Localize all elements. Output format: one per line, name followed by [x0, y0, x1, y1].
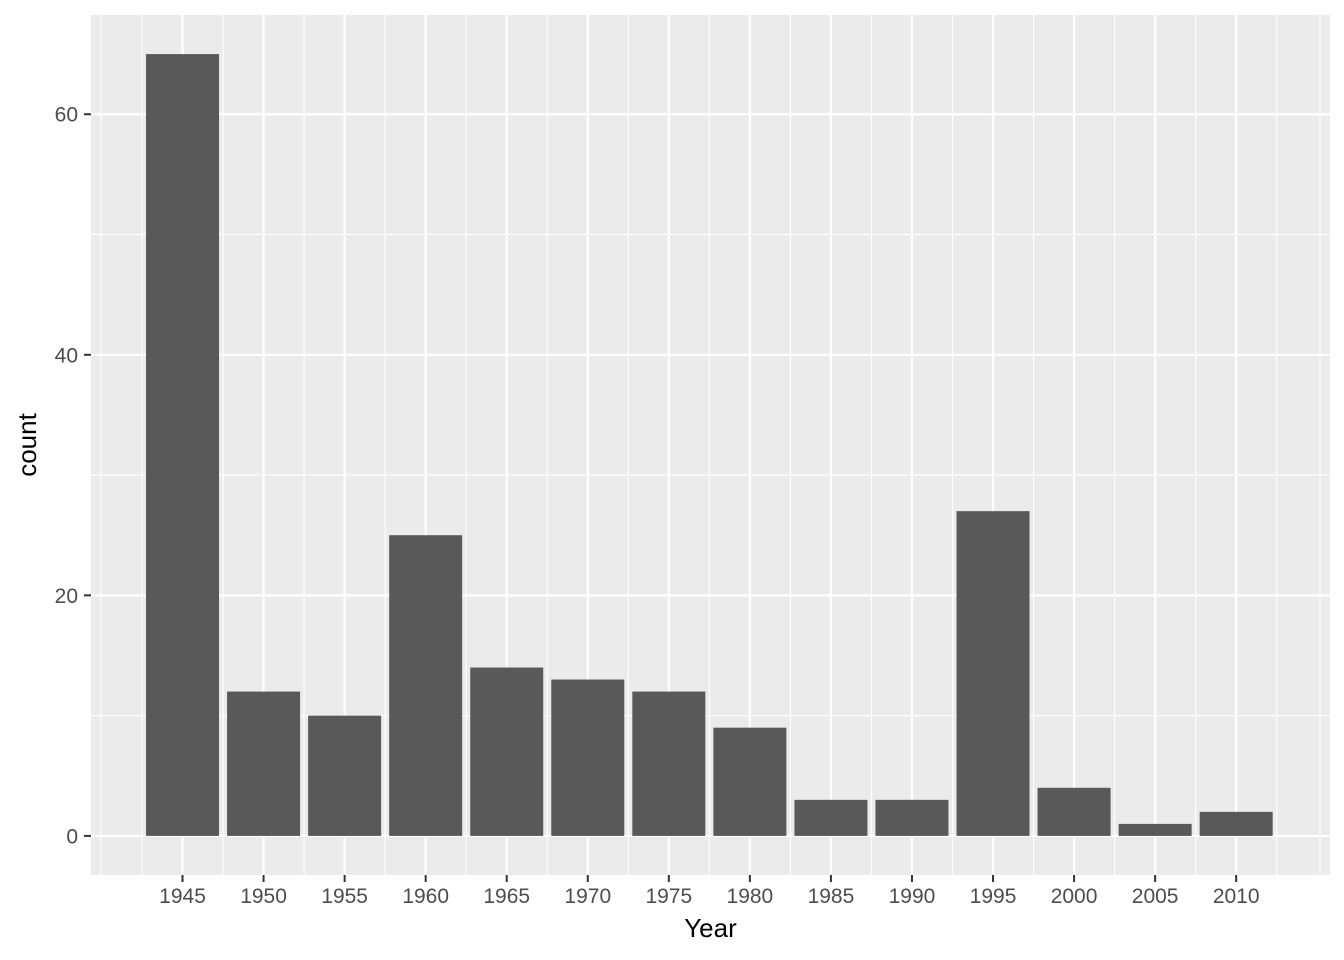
x-tick-label: 1960 — [402, 885, 449, 908]
y-tick-label: 60 — [55, 104, 78, 127]
bar — [956, 511, 1030, 836]
bar — [308, 715, 382, 836]
bar — [470, 667, 544, 836]
bars — [146, 54, 1273, 836]
bar — [389, 535, 463, 836]
y-tick-label: 20 — [55, 585, 78, 608]
bar — [1037, 787, 1111, 836]
x-tick-label: 1945 — [159, 885, 206, 908]
minor-gridlines — [91, 15, 1330, 875]
x-tick-label: 2000 — [1051, 885, 1098, 908]
bar — [794, 799, 868, 836]
bar — [632, 691, 706, 836]
x-tick-label: 1995 — [970, 885, 1017, 908]
x-axis-title: Year — [684, 913, 737, 943]
y-tick-label: 40 — [55, 344, 78, 367]
x-tick-label: 1955 — [321, 885, 368, 908]
bar — [713, 727, 787, 836]
bar — [551, 679, 625, 836]
x-tick-label: 1990 — [889, 885, 936, 908]
bar — [1118, 823, 1192, 836]
x-tick-label: 2005 — [1132, 885, 1179, 908]
bar — [875, 799, 949, 836]
x-tick-label: 1965 — [483, 885, 530, 908]
bar — [146, 54, 220, 836]
y-axis-title: count — [12, 412, 42, 476]
x-axis: 1945 1950 1955 1960 1965 1970 1975 1980 1985 1990… — [159, 875, 1260, 908]
x-tick-label: 1980 — [727, 885, 774, 908]
x-tick-label: 1985 — [808, 885, 855, 908]
x-tick-label: 2010 — [1213, 885, 1260, 908]
x-tick-label: 1970 — [564, 885, 611, 908]
bar — [227, 691, 301, 836]
x-tick-label: 1950 — [240, 885, 287, 908]
bar — [1199, 811, 1273, 836]
y-tick-label: 0 — [66, 825, 78, 848]
y-axis: 0 20 40 60 — [55, 104, 91, 848]
x-tick-label: 1975 — [645, 885, 692, 908]
